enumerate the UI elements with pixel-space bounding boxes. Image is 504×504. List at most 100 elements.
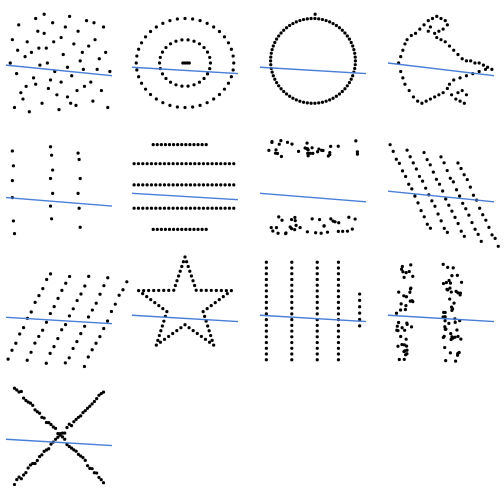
data-point <box>444 280 448 285</box>
data-point <box>481 213 485 217</box>
data-point <box>49 153 54 157</box>
data-point <box>483 67 488 71</box>
data-point <box>401 48 405 52</box>
data-point <box>264 300 268 304</box>
data-point <box>314 231 318 235</box>
data-point <box>274 226 279 230</box>
data-point <box>264 346 268 350</box>
data-point <box>458 76 462 80</box>
data-point <box>290 272 294 276</box>
data-point <box>409 33 413 38</box>
data-point <box>167 334 171 339</box>
data-point <box>222 35 227 39</box>
regression-line <box>387 62 495 77</box>
data-point <box>350 227 354 231</box>
data-point <box>219 162 223 166</box>
data-point <box>178 269 182 273</box>
data-point <box>24 470 28 475</box>
data-point <box>37 334 41 339</box>
data-point <box>12 482 17 487</box>
data-point <box>355 152 360 156</box>
data-point <box>476 232 480 236</box>
panel-scatter-blob <box>5 12 113 114</box>
data-point <box>456 52 460 57</box>
data-point <box>56 336 60 341</box>
data-point <box>98 292 102 296</box>
data-point <box>315 312 319 316</box>
data-point <box>315 352 319 356</box>
data-point <box>264 260 268 264</box>
data-point <box>456 161 460 165</box>
data-point <box>17 475 21 479</box>
data-point <box>229 75 233 79</box>
data-point <box>306 154 310 158</box>
data-point <box>143 87 148 91</box>
data-point <box>399 69 403 74</box>
data-point <box>264 329 268 333</box>
data-point <box>437 93 441 97</box>
data-point <box>347 81 351 85</box>
data-point <box>42 31 46 35</box>
data-point <box>208 61 213 65</box>
data-point <box>290 340 294 345</box>
data-point <box>186 264 190 269</box>
data-point <box>315 329 319 333</box>
data-point <box>106 105 110 110</box>
data-point <box>24 84 28 88</box>
data-point <box>301 17 306 22</box>
data-point <box>456 334 460 339</box>
data-point <box>149 206 154 210</box>
data-point <box>336 358 341 362</box>
data-point <box>450 274 454 278</box>
data-point <box>305 230 309 234</box>
data-point <box>264 318 268 322</box>
data-point <box>315 150 320 154</box>
data-point <box>269 59 273 63</box>
data-point <box>269 51 273 55</box>
data-point <box>139 81 144 85</box>
data-point <box>408 290 412 294</box>
data-point <box>290 266 294 270</box>
data-point <box>51 168 55 172</box>
data-point <box>229 47 233 51</box>
data-point <box>328 150 332 155</box>
data-point <box>407 182 411 186</box>
data-point <box>104 50 108 55</box>
data-point <box>108 69 112 74</box>
data-point <box>319 231 323 235</box>
data-point <box>445 23 449 27</box>
data-point <box>188 162 193 166</box>
data-point <box>159 329 163 333</box>
data-point <box>418 27 422 31</box>
data-point <box>15 388 19 392</box>
data-point <box>6 357 10 361</box>
data-point <box>210 338 214 342</box>
data-point <box>113 302 117 306</box>
data-point <box>433 31 437 35</box>
data-point <box>275 37 279 41</box>
data-point <box>157 304 161 308</box>
data-point <box>439 38 443 42</box>
data-point <box>264 358 268 362</box>
data-point <box>226 81 231 85</box>
data-point <box>184 183 188 187</box>
data-point <box>456 91 460 95</box>
data-point <box>324 18 328 23</box>
data-point <box>336 323 341 327</box>
data-point <box>175 162 180 166</box>
data-point <box>448 351 452 355</box>
data-point <box>309 101 313 105</box>
data-point <box>264 323 268 327</box>
data-point <box>212 25 216 29</box>
data-point <box>209 288 213 293</box>
data-point <box>163 143 168 147</box>
data-point <box>186 38 190 42</box>
data-point <box>336 260 341 264</box>
data-point <box>352 48 356 52</box>
data-point <box>71 346 75 351</box>
data-point <box>136 206 141 210</box>
data-point <box>161 307 165 311</box>
data-point <box>347 37 351 41</box>
data-point <box>298 99 302 103</box>
data-point <box>443 319 447 323</box>
